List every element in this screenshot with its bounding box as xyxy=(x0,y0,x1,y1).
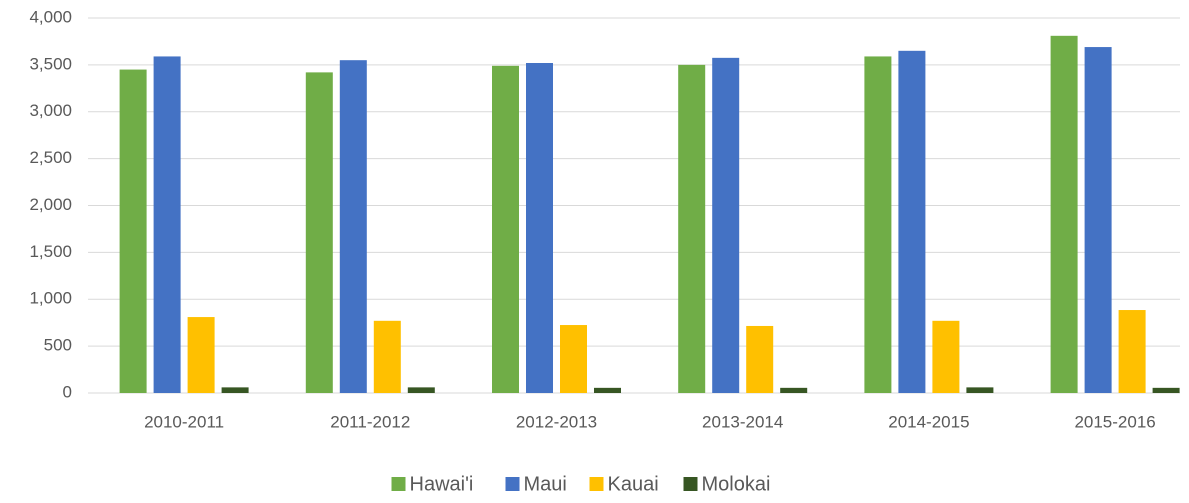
bar xyxy=(746,325,774,393)
legend-label: Kauai xyxy=(608,473,659,495)
legend-label: Hawai'i xyxy=(410,473,474,495)
legend-label: Molokai xyxy=(702,473,771,495)
bar xyxy=(932,320,960,393)
y-tick-label: 2,000 xyxy=(29,195,72,214)
bar xyxy=(594,387,621,393)
bar xyxy=(1050,35,1078,393)
y-tick-label: 4,000 xyxy=(29,7,72,26)
y-tick-label: 2,500 xyxy=(29,148,72,167)
bar xyxy=(187,317,215,393)
bar xyxy=(1152,387,1180,393)
bar xyxy=(305,72,333,393)
bar xyxy=(864,56,892,393)
bar xyxy=(966,387,994,393)
x-tick-label: 2014-2015 xyxy=(888,412,969,431)
bar xyxy=(780,387,808,393)
x-tick-label: 2012-2013 xyxy=(516,412,597,431)
bar xyxy=(153,56,181,393)
x-tick-label: 2010-2011 xyxy=(144,412,224,431)
x-tick-label: 2015-2016 xyxy=(1074,412,1155,431)
bar xyxy=(1118,310,1146,393)
y-tick-label: 1,000 xyxy=(29,289,72,308)
legend-label: Maui xyxy=(524,473,567,495)
bar xyxy=(712,57,740,393)
legend-swatch xyxy=(505,477,520,491)
legend-swatch xyxy=(391,477,406,491)
bar xyxy=(407,387,435,393)
x-tick-label: 2013-2014 xyxy=(702,412,783,431)
bar xyxy=(560,325,587,393)
y-tick-label: 3,000 xyxy=(29,101,72,120)
y-tick-label: 3,500 xyxy=(29,54,72,73)
bar xyxy=(373,320,401,393)
y-tick-label: 500 xyxy=(44,336,72,355)
y-tick-label: 0 xyxy=(63,382,72,401)
bar xyxy=(119,69,147,393)
bar xyxy=(898,50,926,393)
y-tick-label: 1,500 xyxy=(29,242,72,261)
bar xyxy=(1084,47,1112,393)
bar xyxy=(526,63,553,393)
bar xyxy=(492,65,519,393)
legend-swatch xyxy=(683,477,698,491)
legend-swatch xyxy=(589,477,604,491)
bar xyxy=(339,60,367,393)
bar xyxy=(678,64,706,393)
x-tick-label: 2011-2012 xyxy=(330,412,410,431)
bar xyxy=(221,387,249,393)
